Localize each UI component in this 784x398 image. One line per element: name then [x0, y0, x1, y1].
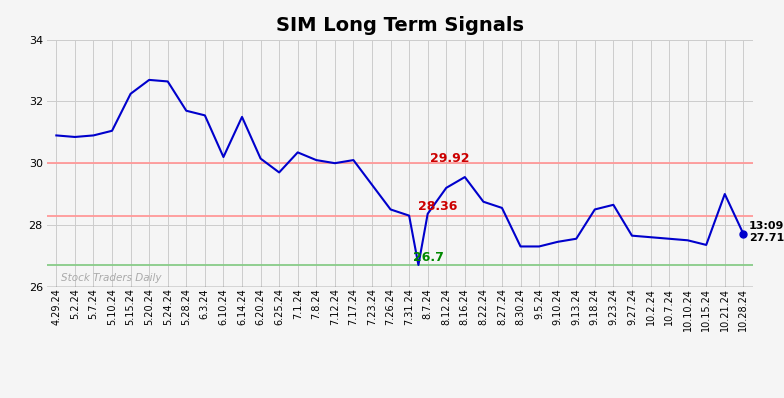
- Title: SIM Long Term Signals: SIM Long Term Signals: [276, 16, 524, 35]
- Text: 13:09
27.71: 13:09 27.71: [749, 221, 784, 243]
- Text: 29.92: 29.92: [430, 152, 470, 165]
- Text: 28.36: 28.36: [419, 200, 458, 213]
- Text: 26.7: 26.7: [413, 252, 444, 264]
- Text: Stock Traders Daily: Stock Traders Daily: [61, 273, 162, 283]
